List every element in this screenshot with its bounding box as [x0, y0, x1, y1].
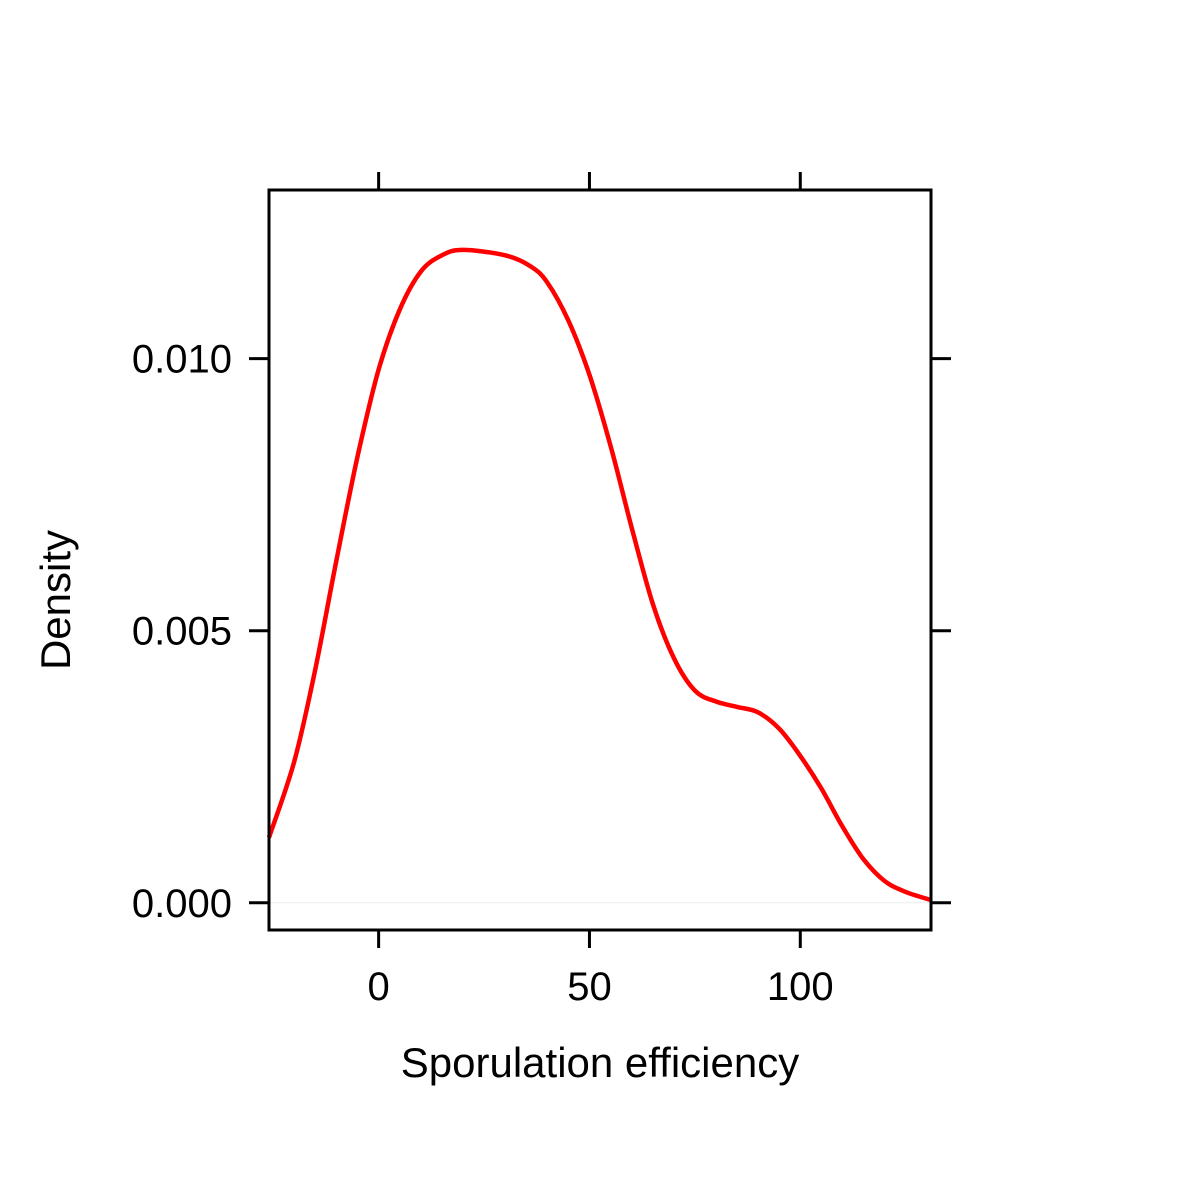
- y-axis: 0.000 0.005 0.010: [132, 338, 951, 926]
- x-axis-label: Sporulation efficiency: [401, 1039, 799, 1086]
- plot-frame: [267, 188, 933, 932]
- y-tick-label: 0.000: [132, 882, 232, 926]
- y-axis-label: Density: [32, 530, 79, 670]
- y-tick-label: 0.005: [132, 610, 232, 654]
- y-tick-label: 0.010: [132, 338, 232, 382]
- x-tick-label: 0: [368, 965, 390, 1009]
- x-tick-label: 50: [567, 965, 612, 1009]
- density-curve: [266, 247, 932, 903]
- x-tick-label: 100: [767, 965, 834, 1009]
- x-axis: 0 50 100: [368, 172, 834, 1009]
